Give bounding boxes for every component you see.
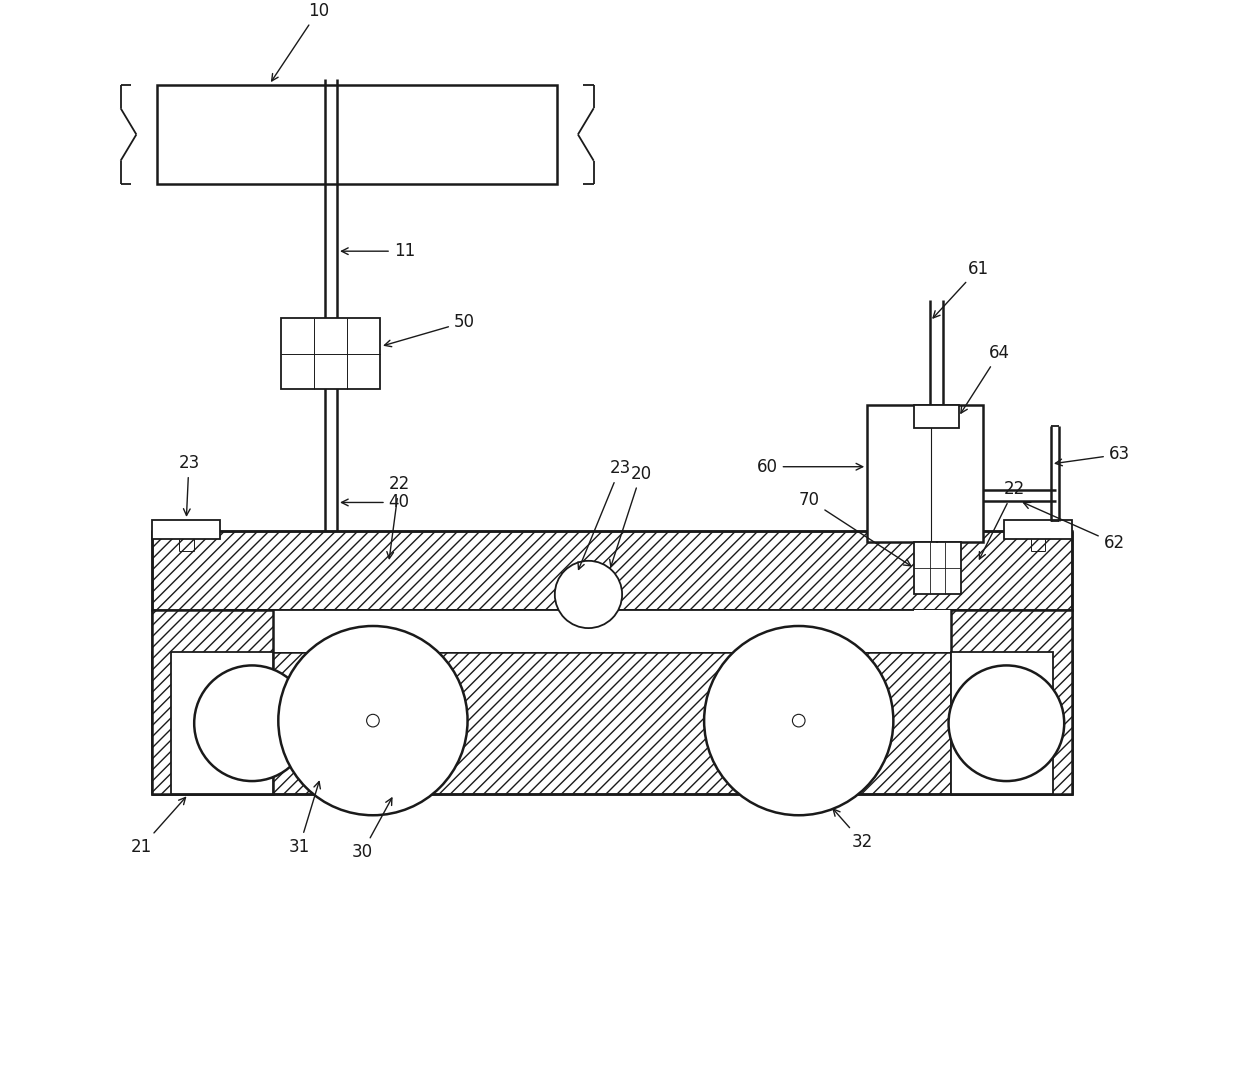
Text: 32: 32 (833, 809, 873, 851)
Text: 20: 20 (610, 464, 651, 567)
Circle shape (367, 714, 379, 727)
Text: 40: 40 (341, 493, 409, 512)
Bar (951, 653, 1053, 794)
Circle shape (195, 666, 310, 781)
Bar (951, 611, 1073, 794)
Text: 50: 50 (384, 313, 475, 347)
Text: 70: 70 (799, 491, 910, 565)
Bar (867, 405, 983, 542)
Circle shape (554, 561, 622, 628)
Text: 22: 22 (980, 480, 1025, 559)
Text: 61: 61 (932, 260, 990, 318)
Circle shape (949, 666, 1064, 781)
Bar (562, 573, 591, 611)
Text: 22: 22 (387, 475, 410, 559)
Bar (153, 531, 1073, 611)
Circle shape (792, 714, 805, 727)
Bar (153, 653, 1073, 794)
Text: 10: 10 (272, 2, 329, 81)
Text: 21: 21 (131, 797, 186, 856)
Bar (153, 520, 221, 538)
Text: 30: 30 (352, 798, 392, 861)
Text: 11: 11 (341, 242, 415, 261)
Text: 31: 31 (289, 782, 320, 856)
Circle shape (278, 626, 467, 815)
Text: 63: 63 (1055, 446, 1130, 465)
Text: 60: 60 (756, 458, 863, 476)
Bar (914, 542, 961, 595)
Bar (153, 611, 273, 794)
Bar (157, 84, 557, 184)
Bar (281, 318, 381, 390)
Text: 23: 23 (578, 459, 631, 570)
Bar (914, 405, 959, 429)
Bar (171, 653, 273, 794)
Circle shape (704, 626, 893, 815)
Text: 64: 64 (961, 344, 1011, 414)
Text: 62: 62 (1023, 502, 1125, 551)
Bar (1003, 520, 1073, 538)
Bar (226, 611, 998, 653)
Text: 23: 23 (179, 454, 200, 516)
